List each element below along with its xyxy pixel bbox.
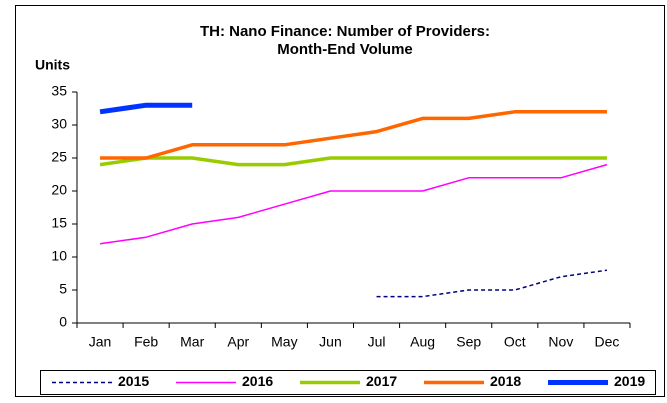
x-tick-label: Apr — [227, 334, 249, 350]
x-tick-label: Feb — [134, 334, 158, 350]
y-tick-label: 25 — [51, 149, 67, 165]
y-tick-label: 5 — [59, 281, 67, 297]
x-tick-label: Sep — [456, 334, 481, 350]
x-tick-label: Jun — [319, 334, 342, 350]
y-tick-label: 15 — [51, 215, 67, 231]
y-tick-label: 20 — [51, 182, 67, 198]
x-tick-label: Mar — [180, 334, 204, 350]
series-line — [376, 269, 608, 298]
x-tick-label: Dec — [595, 334, 620, 350]
legend-label: 2015 — [118, 373, 149, 389]
x-tick-label: Oct — [504, 334, 526, 350]
series-line — [99, 156, 607, 167]
x-tick-label: Jan — [89, 334, 112, 350]
y-tick-label: 0 — [59, 314, 67, 330]
x-tick-label: Aug — [410, 334, 435, 350]
x-tick-label: May — [271, 334, 297, 350]
legend-label: 2018 — [490, 373, 521, 389]
y-axis-title: Units — [35, 57, 70, 73]
chart-frame — [15, 5, 665, 397]
x-tick-label: Nov — [548, 334, 573, 350]
x-tick-label: Jul — [368, 334, 386, 350]
legend-label: 2016 — [242, 373, 273, 389]
series-line — [99, 163, 608, 245]
chart-title: TH: Nano Finance: Number of Providers: — [200, 23, 490, 40]
legend-label: 2019 — [614, 373, 645, 389]
legend-box — [40, 370, 656, 395]
chart-title: Month-End Volume — [277, 41, 413, 58]
series-line — [100, 110, 607, 160]
legend-label: 2017 — [366, 373, 397, 389]
y-tick-label: 10 — [51, 248, 67, 264]
series-line — [99, 102, 193, 115]
y-tick-label: 35 — [51, 83, 67, 99]
y-tick-label: 30 — [51, 116, 67, 132]
